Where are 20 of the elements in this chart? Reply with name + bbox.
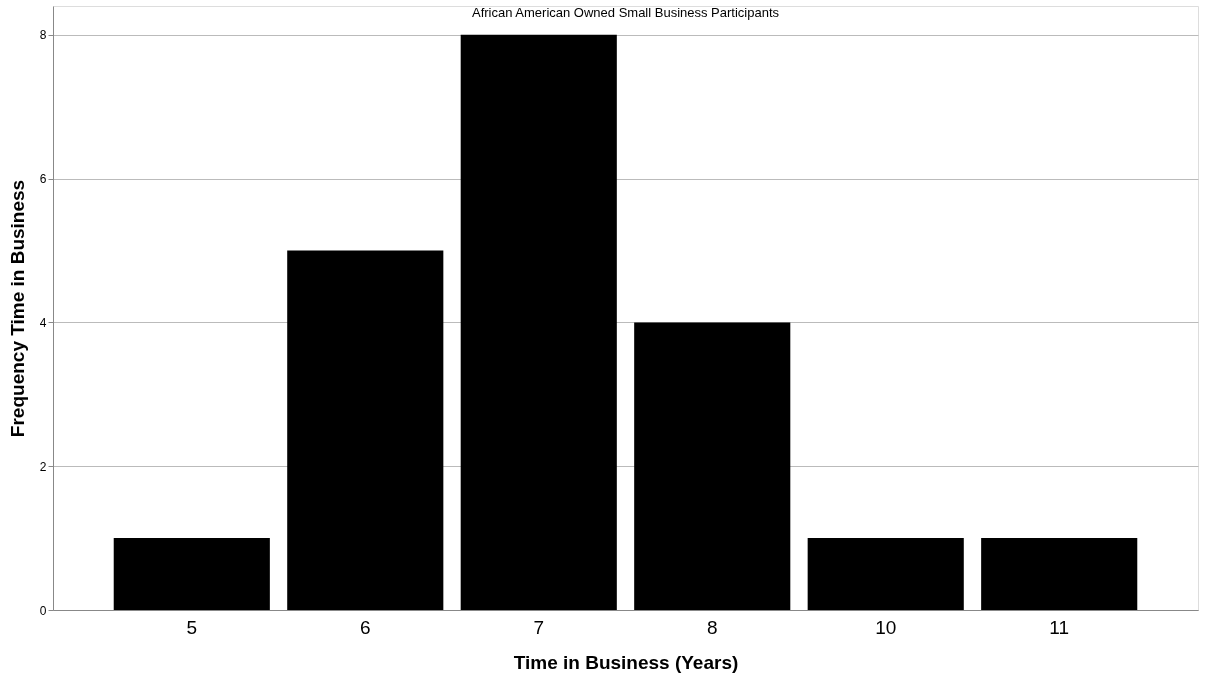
y-axis-title: Frequency Time in Business: [6, 179, 28, 438]
bar: [634, 322, 791, 610]
y-tick-label: 4: [39, 315, 47, 330]
x-tick-label: 8: [706, 616, 718, 638]
bar: [981, 538, 1138, 610]
bar: [287, 250, 444, 610]
x-tick-label: 11: [1049, 616, 1070, 638]
x-tick-label: 10: [875, 616, 897, 638]
x-axis-title: Time in Business (Years): [513, 651, 739, 673]
x-tick-label: 6: [359, 616, 371, 638]
bar: [460, 34, 617, 610]
chart-title: African American Owned Small Business Participants: [471, 5, 780, 20]
x-tick-label: 5: [186, 616, 198, 638]
y-tick-label: 0: [39, 603, 47, 618]
bar: [807, 538, 964, 610]
y-tick-label: 6: [39, 172, 47, 187]
x-tick-label: 7: [533, 616, 545, 638]
bar: [113, 538, 270, 610]
y-tick-label: 8: [39, 28, 47, 43]
y-tick-label: 2: [39, 459, 47, 474]
